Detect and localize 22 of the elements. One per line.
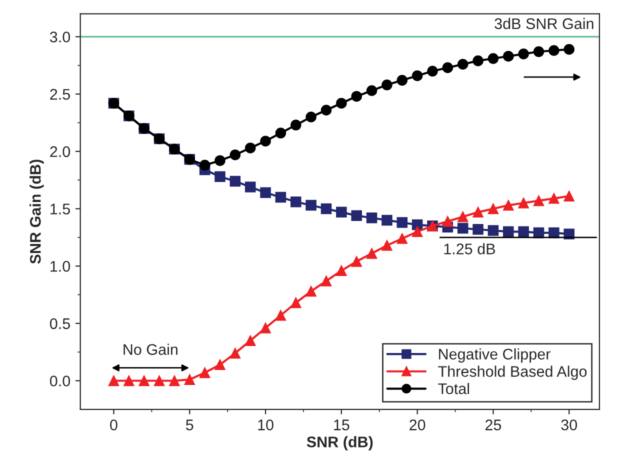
y-tick-label: 2.0 <box>50 146 70 158</box>
legend-label: Negative Clipper <box>439 348 550 363</box>
x-tick-label: 10 <box>258 420 274 430</box>
y-axis-title: SNR Gain (dB) <box>30 160 44 264</box>
annotation: No Gain <box>124 344 178 355</box>
ref-line-label: 3dB SNR Gain <box>494 18 594 30</box>
y-tick-label: 0.0 <box>50 376 70 386</box>
x-tick-label: 0 <box>110 420 118 430</box>
x-tick-label: 20 <box>410 420 426 430</box>
x-tick-label: 30 <box>561 420 577 430</box>
legend-label: Threshold Based Algo <box>438 366 587 380</box>
x-tick-label: 15 <box>334 420 350 430</box>
x-tick-label: 5 <box>186 420 194 430</box>
y-tick-label: 2.5 <box>50 88 70 100</box>
annotation: 1.25 dB <box>444 243 495 254</box>
x-axis-title: SNR (dB) <box>306 436 373 450</box>
y-tick-label: 3.0 <box>50 32 70 42</box>
legend-label: Total <box>438 382 470 394</box>
y-tick-label: 1.0 <box>50 260 70 272</box>
y-tick-label: 1.5 <box>50 204 70 214</box>
x-tick-label: 25 <box>485 420 502 430</box>
y-tick-label: 0.5 <box>50 318 70 330</box>
